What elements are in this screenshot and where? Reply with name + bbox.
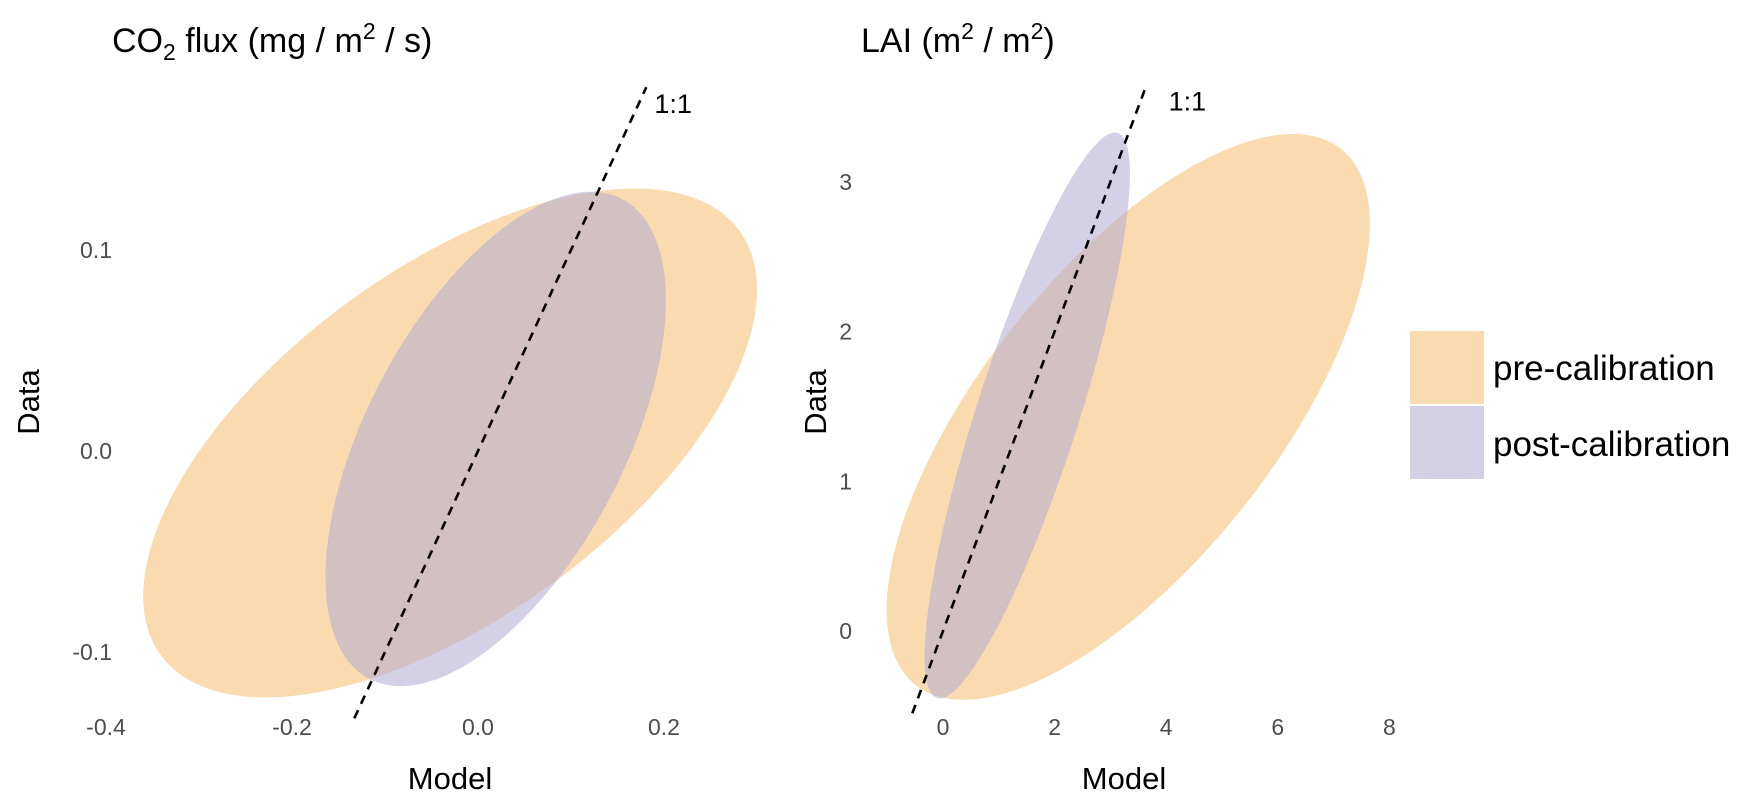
x-tick-label: -0.4: [86, 714, 126, 740]
y-axis-ticks: -0.1 0.0 0.1: [72, 237, 112, 665]
panel-lai: LAI (m2 / m2) 1:1 0 2 4 6 8 0 1 2 3 Model Data: [798, 18, 1396, 796]
y-tick-label: 1: [839, 468, 852, 494]
legend-swatch-pre-calibration: [1410, 331, 1484, 404]
x-tick-label: 4: [1160, 714, 1173, 740]
panel-title: LAI (m2 / m2): [861, 18, 1055, 60]
x-tick-label: 0.2: [648, 714, 680, 740]
y-tick-label: 3: [839, 169, 852, 195]
ellipse-post-calibration: [325, 191, 666, 687]
panel-title: CO2 flux (mg / m2 / s): [112, 18, 432, 65]
x-tick-label: 0: [937, 714, 950, 740]
x-axis-label: Model: [1082, 761, 1166, 796]
x-tick-label: -0.2: [272, 714, 312, 740]
y-tick-label: 0.0: [80, 438, 112, 464]
x-tick-label: 6: [1271, 714, 1284, 740]
one-to-one-label: 1:1: [654, 89, 692, 119]
one-to-one-line: [353, 86, 648, 719]
x-tick-label: 0.0: [462, 714, 494, 740]
legend-swatch-post-calibration: [1410, 406, 1484, 479]
x-tick-label: 8: [1383, 714, 1396, 740]
one-to-one-label: 1:1: [1169, 87, 1207, 117]
plot-area: 1:1: [143, 86, 757, 719]
ellipse-post-calibration: [924, 132, 1130, 699]
legend-label-post-calibration: post-calibration: [1493, 425, 1730, 464]
x-axis-label: Model: [408, 761, 492, 796]
x-axis-ticks: -0.4 -0.2 0.0 0.2: [86, 714, 680, 740]
y-tick-label: 2: [839, 319, 852, 345]
y-axis-label: Data: [11, 369, 46, 435]
legend: pre-calibration post-calibration: [1410, 331, 1730, 479]
x-tick-label: 2: [1048, 714, 1061, 740]
legend-label-pre-calibration: pre-calibration: [1493, 349, 1715, 388]
y-axis-label: Data: [798, 369, 833, 435]
panel-co2-flux: CO2 flux (mg / m2 / s) 1:1 -0.4 -0.2 0.0 0.…: [11, 18, 757, 796]
x-axis-ticks: 0 2 4 6 8: [937, 714, 1396, 740]
plot-area: 1:1: [886, 84, 1370, 714]
y-axis-ticks: 0 1 2 3: [839, 169, 852, 644]
y-tick-label: -0.1: [72, 639, 112, 665]
y-tick-label: 0.1: [80, 237, 112, 263]
y-tick-label: 0: [839, 618, 852, 644]
